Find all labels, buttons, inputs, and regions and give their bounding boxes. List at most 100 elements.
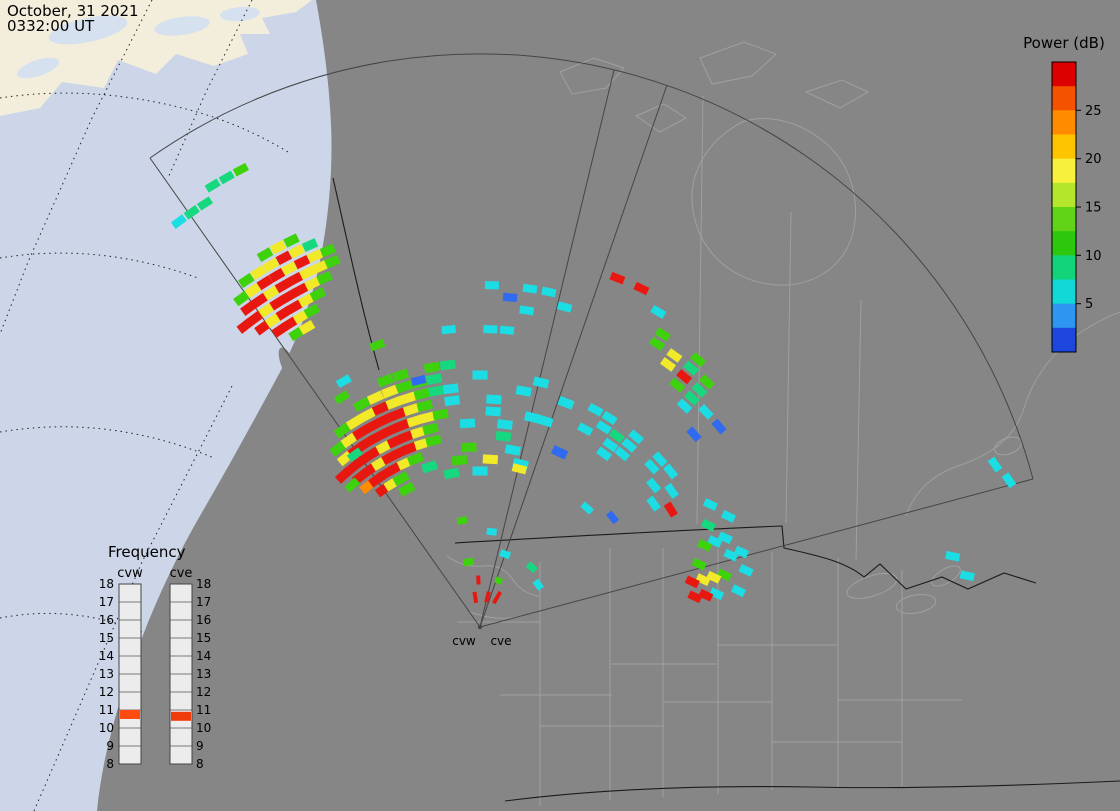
fan-mid-edge-east — [479, 84, 668, 628]
echo-cell — [663, 501, 678, 518]
echo-cell — [444, 395, 461, 407]
echo-cell — [602, 437, 619, 453]
echo-cell — [286, 271, 304, 287]
echo-cell — [511, 463, 528, 475]
frequency-tick-label-left: 14 — [99, 649, 114, 663]
echo-cell — [702, 498, 718, 511]
echo-cell — [987, 456, 1003, 473]
fan-mid-edge-west — [479, 69, 615, 628]
frequency-column-label-cve: cve — [170, 566, 193, 581]
echo-cell — [439, 359, 456, 371]
echo-cell — [406, 414, 424, 428]
echo-cell — [319, 243, 337, 258]
echo-cell — [707, 535, 723, 548]
fan-outer-arc — [149, 53, 1034, 480]
province-border — [696, 95, 704, 525]
echo-cell — [281, 261, 298, 276]
echo-cell — [652, 451, 668, 468]
echo-cell — [406, 452, 425, 466]
echo-cell — [666, 348, 683, 363]
colorbar-segment — [1052, 207, 1076, 232]
frequency-tick-label-right: 10 — [196, 721, 211, 735]
echo-cell — [381, 423, 400, 438]
colorbar-tick-label: 5 — [1085, 297, 1093, 312]
echo-cell — [536, 414, 554, 428]
province-border — [855, 299, 862, 561]
echo-cell — [288, 244, 306, 259]
frequency-tick-label-right: 16 — [196, 613, 211, 627]
colorbar-tick-label: 15 — [1085, 201, 1102, 216]
echo-cell — [484, 591, 491, 603]
great-lake-outline — [895, 593, 937, 615]
echo-cell — [669, 377, 686, 393]
echo-cell — [293, 254, 311, 270]
echo-cell — [1001, 472, 1017, 489]
echo-cell — [292, 309, 310, 325]
echo-cell — [441, 324, 457, 335]
frequency-tick-label-left: 10 — [99, 721, 114, 735]
fan-left-edge — [149, 157, 481, 628]
echo-cell — [340, 432, 358, 449]
echo-cell — [690, 352, 707, 368]
frequency-legend-title: Frequency — [108, 543, 186, 561]
echo-cell — [352, 397, 371, 412]
echo-cell — [358, 407, 377, 423]
echo-cell — [492, 590, 502, 605]
frequency-marker-cve — [171, 711, 191, 721]
echo-cell — [532, 376, 550, 389]
echo-cell — [324, 254, 341, 269]
echo-cell — [664, 482, 679, 499]
us-canada-border — [454, 525, 1037, 590]
frequency-tick-label-right: 12 — [196, 685, 211, 699]
frequency-tick-label-left: 12 — [99, 685, 114, 699]
echo-cell — [274, 278, 292, 294]
echo-cell — [711, 418, 727, 435]
frequency-tick-label-left: 15 — [99, 631, 114, 645]
echo-cell — [364, 418, 382, 434]
echo-cell — [443, 467, 460, 480]
echo-cell — [369, 428, 388, 444]
frequency-tick-label-right: 9 — [196, 739, 204, 753]
echo-cell — [733, 545, 750, 559]
echo-cell — [595, 446, 613, 462]
echo-cell — [587, 402, 604, 417]
echo-cell — [541, 286, 557, 298]
echo-cell — [663, 463, 679, 480]
echo-cell — [676, 398, 693, 414]
echo-cell — [476, 575, 481, 585]
echo-cell — [456, 516, 468, 525]
colorbar-segment — [1052, 231, 1076, 256]
radar-label-cve: cve — [490, 634, 511, 648]
arctic-island-outline — [804, 79, 870, 109]
us-mexico-border — [504, 780, 1120, 802]
echo-cell — [262, 257, 280, 273]
echo-cell — [633, 281, 650, 296]
echo-cell — [264, 312, 282, 328]
echo-cell — [333, 390, 351, 405]
echo-cell — [646, 495, 661, 512]
echo-cell — [945, 550, 961, 562]
echo-cell — [256, 247, 274, 262]
echo-cell — [425, 434, 442, 447]
frequency-tick-label-left: 9 — [106, 739, 114, 753]
echo-cell — [698, 403, 714, 420]
great-lake-outline — [846, 573, 898, 599]
echo-cell — [170, 214, 187, 229]
echo-cell — [425, 373, 443, 385]
echo-cell — [532, 578, 544, 591]
internal-borders — [446, 41, 1120, 806]
echo-cell — [482, 454, 499, 465]
great-lake-outline — [931, 565, 961, 587]
arctic-island-outline — [699, 41, 777, 85]
echo-cell — [580, 501, 594, 515]
echo-cell — [376, 412, 395, 427]
echo-cell — [687, 590, 703, 604]
echo-cell — [495, 431, 512, 442]
colorbar-segment — [1052, 255, 1076, 280]
echo-cell — [303, 303, 321, 319]
echo-cell — [459, 418, 476, 429]
frequency-tick-label-right: 18 — [196, 577, 211, 591]
echo-cell — [256, 275, 274, 291]
colorbar-tick-label: 20 — [1085, 152, 1102, 167]
echo-cell — [298, 320, 316, 335]
